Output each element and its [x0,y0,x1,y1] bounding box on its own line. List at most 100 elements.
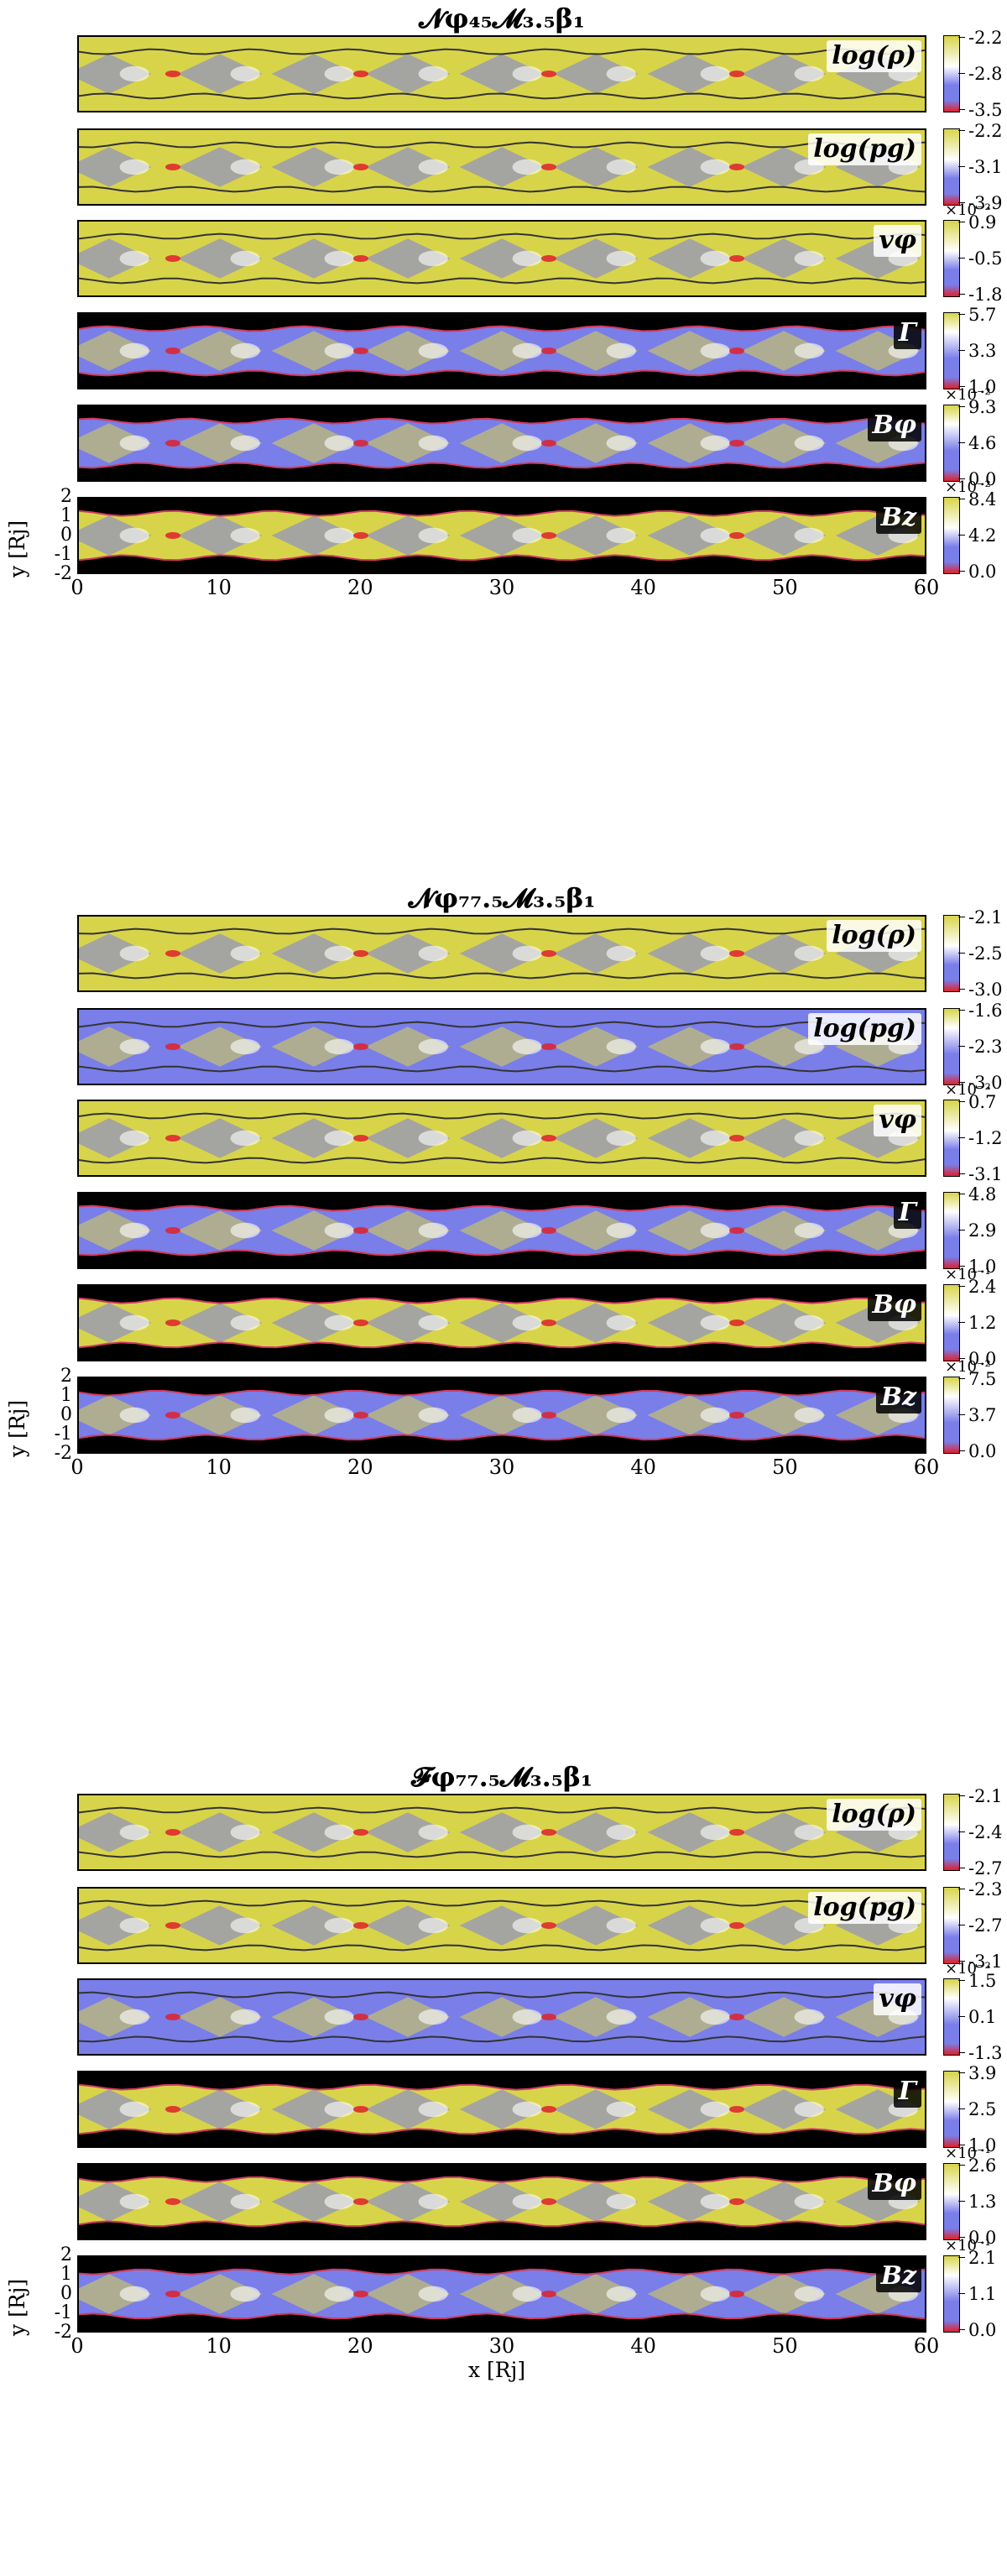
shock-cell [365,515,451,556]
jet-boundary [79,2083,925,2091]
shock-highlight [794,2009,824,2025]
red-knot [729,1412,744,1419]
shock-highlight [606,65,636,82]
colorbar [943,405,960,482]
variable-label: vφ [874,225,921,257]
red-knot [353,532,368,539]
jet-boundary [79,1157,925,1164]
shock-highlight [418,250,448,267]
shock-highlight [324,250,354,267]
red-knot [729,1135,744,1142]
y-tick-label: 2 [60,1366,72,1387]
shock-highlight [700,1314,730,1331]
shock-highlight [418,1314,448,1331]
shock-highlight [606,250,636,267]
colorbar-tick-label: -2.7 [958,1858,1003,1878]
variable-label: Γ [893,2076,921,2108]
shock-cell [177,2274,263,2314]
jet-boundary [79,2128,925,2135]
red-knot [729,1922,744,1929]
colorbar [943,497,960,574]
shock-highlight [119,527,149,544]
y-tick-label: -1 [54,544,72,565]
red-knot [541,1319,556,1326]
heatmap-panel: Bz [77,2255,926,2333]
red-knot [165,71,180,77]
colorbar-tick-label: 2.9 [957,1220,997,1241]
jet-boundary [79,233,925,240]
shock-highlight [606,1130,636,1147]
x-tick-label: 10 [206,576,232,599]
shock-highlight [418,527,448,544]
x-tick-label: 50 [772,1455,798,1479]
shock-highlight [418,1917,448,1934]
red-knot [165,1922,180,1929]
shock-cell [79,1027,152,1067]
heatmap-image [79,2165,925,2239]
shock-highlight [700,2009,730,2025]
shock-highlight [119,65,149,82]
shock-highlight [512,159,542,175]
y-tick-label: -2 [54,2322,72,2343]
shock-highlight [794,435,824,452]
shock-cell [741,1812,827,1852]
variable-label: vφ [874,1983,921,2015]
shock-cell [459,1027,545,1067]
jet-boundary [79,462,925,469]
heatmap-image [79,2257,925,2331]
shock-highlight [606,342,636,359]
colorbar-tick-label: -2.1 [958,907,1003,927]
red-knot [541,255,556,262]
colorbar [943,1794,960,1871]
variable-label: log(ρ) [827,40,921,72]
shock-cell [741,933,827,974]
shock-cell [741,2182,827,2222]
heatmap-image [79,37,925,111]
shock-cell [79,238,152,279]
shock-highlight [324,1038,354,1055]
y-tick-label: -1 [54,2302,72,2323]
shock-cell [271,1812,357,1852]
shock-cell [553,331,639,371]
shock-highlight [119,1407,149,1424]
shock-cell [365,1997,451,2037]
jet-boundary [79,554,925,562]
shock-highlight [324,65,354,82]
shock-highlight [700,1917,730,1934]
shock-cell [835,515,921,556]
chart-title: 𝓕φ₇₇.₅𝓜₃.₅β₁ [410,1761,593,1793]
red-knot [353,1922,368,1929]
red-knot [541,1412,556,1419]
shock-highlight [700,250,730,267]
shock-cell [79,1997,152,2037]
shock-cell [365,1118,451,1158]
colorbar-tick-label: 0.0 [957,2228,997,2248]
red-knot [729,1043,744,1050]
shock-cell [647,1395,733,1435]
shock-highlight [230,1917,260,1934]
shock-cell [835,2274,921,2314]
shock-highlight [324,342,354,359]
colorbar-tick-label: 1.1 [957,2284,997,2304]
jet-boundary [79,1806,925,1814]
heatmap-panel: log(ρ) [77,915,926,992]
shock-cell [835,2089,921,2129]
shock-cell [365,423,451,463]
shock-highlight [119,1314,149,1331]
red-knot [353,440,368,447]
red-knot [165,2291,180,2297]
colorbar [943,1008,960,1085]
colorbar [943,35,960,112]
shock-cell [741,331,827,371]
jet-boundary [79,2268,925,2276]
red-knot [165,2198,180,2205]
shock-cell [271,331,357,371]
shock-highlight [230,2193,260,2210]
colorbar-tick-label: 1.0 [957,2135,997,2155]
shock-cell [365,1210,451,1251]
heatmap-image [79,1286,925,1360]
x-tick-label: 20 [347,2334,373,2358]
shock-cell [835,1210,921,1251]
shock-highlight [324,2101,354,2118]
shock-cell [459,1303,545,1343]
